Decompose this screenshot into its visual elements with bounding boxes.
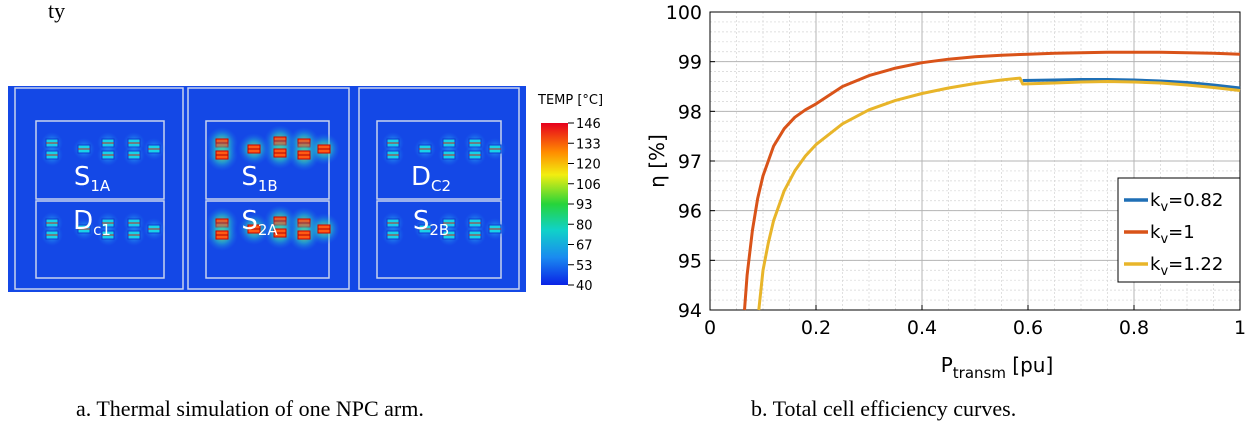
legend-tick-label: 67: [576, 239, 593, 254]
x-label-sub: transm: [953, 364, 1006, 382]
x-tick-label: 1: [1234, 317, 1246, 339]
x-tick-label: 0.2: [801, 317, 831, 339]
legend-tick-label: 53: [576, 259, 593, 274]
legend-tick-label: 146: [576, 117, 601, 132]
legend-tick-label: 80: [576, 218, 593, 233]
y-axis-label: η [%]: [645, 134, 669, 188]
y-tick-label: 94: [678, 300, 702, 322]
legend-title: TEMP [°C]: [537, 93, 603, 108]
y-tick-label: 100: [666, 2, 702, 24]
x-tick-label: 0.4: [907, 317, 937, 339]
x-tick-label: 0: [704, 317, 716, 339]
y-tick-label: 99: [678, 52, 702, 74]
legend-tick-label: 120: [576, 158, 601, 173]
x-tick-label: 0.8: [1119, 317, 1149, 339]
y-tick-label: 95: [678, 250, 702, 272]
legend-tick-label: 40: [576, 279, 593, 294]
x-tick-label: 0.6: [1013, 317, 1043, 339]
caption-a: a. Thermal simulation of one NPC arm.: [76, 396, 424, 422]
legend-tick-label: 133: [576, 137, 601, 152]
y-tick-label: 97: [678, 151, 702, 173]
legend-tick-label: 93: [576, 198, 593, 213]
x-label-base: P: [941, 353, 953, 377]
color-scale-bar: [541, 123, 568, 285]
caption-b: b. Total cell efficiency curves.: [751, 396, 1016, 422]
y-tick-label: 98: [678, 101, 702, 123]
legend-tick-label: 106: [576, 178, 601, 193]
efficiency-chart: 0 0.2 0.4 0.6 0.8 1 94 95 96 97 98 99 100 η [%] Ptra…: [640, 0, 1253, 392]
x-axis-label: Ptransm [pu]: [941, 353, 1054, 382]
y-tick-label: 96: [678, 201, 702, 223]
x-label-unit: [pu]: [1006, 353, 1053, 377]
top-text-fragment: ty: [48, 0, 65, 22]
